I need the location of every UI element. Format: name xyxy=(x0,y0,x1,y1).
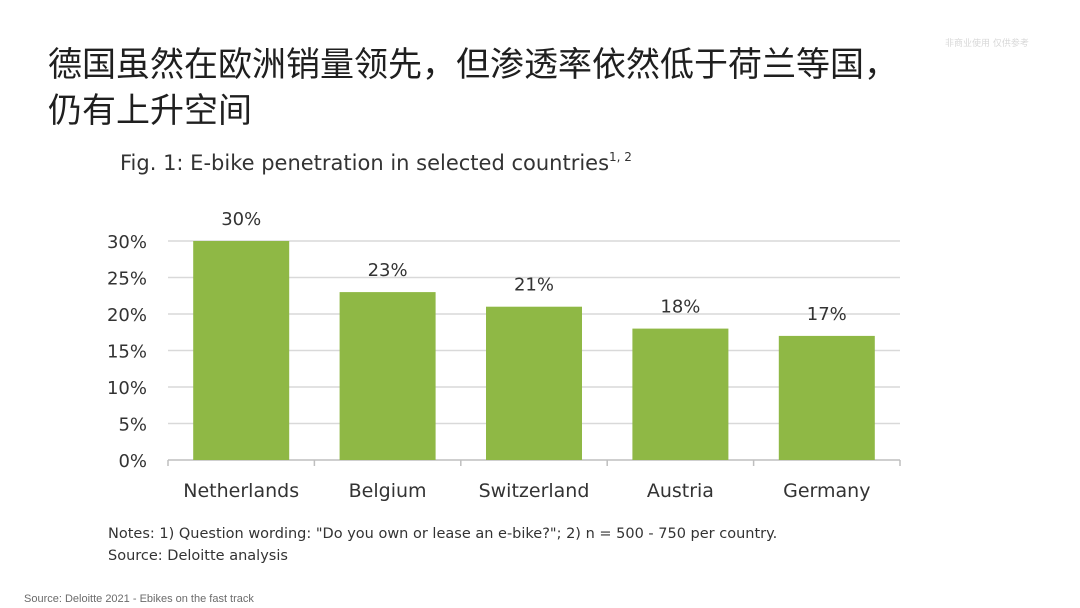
y-tick-label: 0% xyxy=(118,451,147,472)
bar xyxy=(193,241,290,460)
data-label: 30% xyxy=(221,209,261,230)
x-category-label: Switzerland xyxy=(479,480,590,502)
figure-title: Fig. 1: E-bike penetration in selected c… xyxy=(120,150,632,175)
x-category-label: Germany xyxy=(783,480,870,502)
bar-chart: 0% 5% 10% 15% 20% 25% 30% 30% Netherlands 23% Belg… xyxy=(107,209,901,502)
x-category-label: Belgium xyxy=(349,480,427,502)
slide-title-line-1: 德国虽然在欧洲销量领先，但渗透率依然低于荷兰等国， xyxy=(48,45,898,85)
notes-source: Source: Deloitte analysis xyxy=(108,548,288,564)
footer-source: Source: Deloitte 2021 - Ebikes on the fa… xyxy=(24,593,254,605)
y-tick-label: 15% xyxy=(107,342,147,363)
data-label: 21% xyxy=(514,275,554,296)
slide-title-line-2: 仍有上升空间 xyxy=(48,91,252,131)
y-tick-label: 30% xyxy=(107,232,147,253)
slide-title: 德国虽然在欧洲销量领先，但渗透率依然低于荷兰等国， 仍有上升空间 xyxy=(48,42,1048,134)
y-tick-label: 10% xyxy=(107,378,147,399)
bar xyxy=(632,328,729,460)
y-tick-label: 20% xyxy=(107,305,147,326)
bar xyxy=(486,306,582,460)
figure-title-footnote-marker: 1, 2 xyxy=(609,150,632,164)
y-tick-label: 25% xyxy=(107,269,147,290)
figure-title-text: Fig. 1: E-bike penetration in selected c… xyxy=(120,151,610,175)
watermark-text: 非商业使用 仅供参考 xyxy=(945,39,1029,49)
data-label: 23% xyxy=(368,260,408,281)
data-label: 17% xyxy=(807,304,847,325)
notes-text: Notes: 1) Question wording: "Do you own … xyxy=(108,526,778,542)
figure-notes: Notes: 1) Question wording: "Do you own … xyxy=(108,523,777,567)
data-label: 18% xyxy=(660,297,700,318)
x-category-label: Austria xyxy=(647,480,714,502)
bar xyxy=(778,335,875,460)
bar xyxy=(339,292,436,460)
y-tick-label: 5% xyxy=(118,415,147,436)
x-category-label: Netherlands xyxy=(183,480,299,502)
